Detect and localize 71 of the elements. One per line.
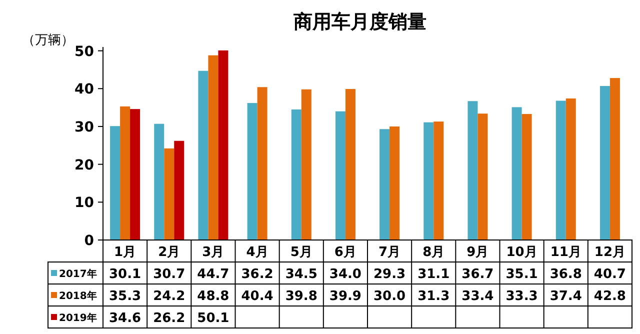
data-label: 35.3 <box>109 289 142 304</box>
bar <box>556 100 566 240</box>
x-tick-label: 9月 <box>466 245 489 260</box>
bar <box>424 122 434 240</box>
data-label: 33.3 <box>506 289 538 304</box>
data-label: 34.0 <box>329 267 362 282</box>
bar <box>291 109 302 240</box>
data-label: 44.7 <box>197 267 230 282</box>
data-label: 48.8 <box>197 289 230 304</box>
data-label: 30.0 <box>374 289 406 304</box>
bar <box>130 109 140 240</box>
data-label: 37.4 <box>550 289 582 304</box>
x-tick-label: 5月 <box>290 245 312 260</box>
data-label: 50.1 <box>197 311 230 326</box>
data-label: 30.1 <box>109 267 142 282</box>
x-tick-label: 1月 <box>114 245 136 260</box>
data-label: 42.8 <box>594 289 626 304</box>
data-label: 29.3 <box>374 267 406 282</box>
data-label: 34.5 <box>285 267 318 282</box>
x-tick-label: 11月 <box>550 245 582 260</box>
y-tick-label: 30 <box>74 119 94 136</box>
chart-title: 商用车月度销量 <box>292 11 426 33</box>
y-tick-label: 0 <box>84 233 94 249</box>
x-tick-label: 3月 <box>202 245 224 260</box>
data-label: 36.8 <box>550 267 582 282</box>
x-tick-label: 12月 <box>594 245 626 260</box>
x-tick-label: 8月 <box>422 245 445 260</box>
y-tick-label: 40 <box>74 82 94 98</box>
bar <box>247 103 258 240</box>
bar <box>478 114 488 240</box>
bar <box>335 111 346 240</box>
legend-label: 2019年 <box>59 312 97 324</box>
data-label: 40.4 <box>241 289 274 304</box>
x-tick-label: 2月 <box>158 245 180 260</box>
x-tick-label: 7月 <box>378 245 401 260</box>
bar <box>390 126 400 240</box>
data-label: 33.4 <box>462 289 494 304</box>
data-label: 31.1 <box>418 267 450 282</box>
bar <box>468 101 478 240</box>
data-label: 36.2 <box>241 267 274 282</box>
bar <box>522 114 532 240</box>
data-label: 34.6 <box>109 311 142 326</box>
data-label: 36.7 <box>462 267 494 282</box>
data-label: 26.2 <box>153 311 186 326</box>
bar <box>610 78 620 240</box>
x-tick-label: 10月 <box>506 245 538 260</box>
bar <box>566 98 576 240</box>
data-label: 30.7 <box>153 267 186 282</box>
data-label: 39.8 <box>285 289 318 304</box>
legend-label: 2018年 <box>59 290 97 302</box>
bar <box>301 89 312 240</box>
y-tick-label: 10 <box>74 195 94 212</box>
y-axis-title: （万辆） <box>22 33 74 48</box>
data-label: 24.2 <box>153 289 186 304</box>
data-label: 40.7 <box>594 267 626 282</box>
bar <box>380 129 390 240</box>
bar <box>345 89 356 240</box>
data-label: 35.1 <box>506 267 538 282</box>
data-label: 31.3 <box>418 289 450 304</box>
bar <box>174 140 184 240</box>
bar <box>512 107 522 240</box>
bar <box>218 50 228 240</box>
data-label: 39.9 <box>329 289 362 304</box>
bar <box>600 86 610 240</box>
legend-label: 2017年 <box>59 268 97 280</box>
bar <box>434 122 444 240</box>
bar <box>257 87 268 240</box>
y-tick-label: 20 <box>74 157 94 174</box>
y-tick-label: 50 <box>74 44 94 60</box>
x-tick-label: 4月 <box>246 245 268 260</box>
x-tick-label: 6月 <box>334 245 356 260</box>
